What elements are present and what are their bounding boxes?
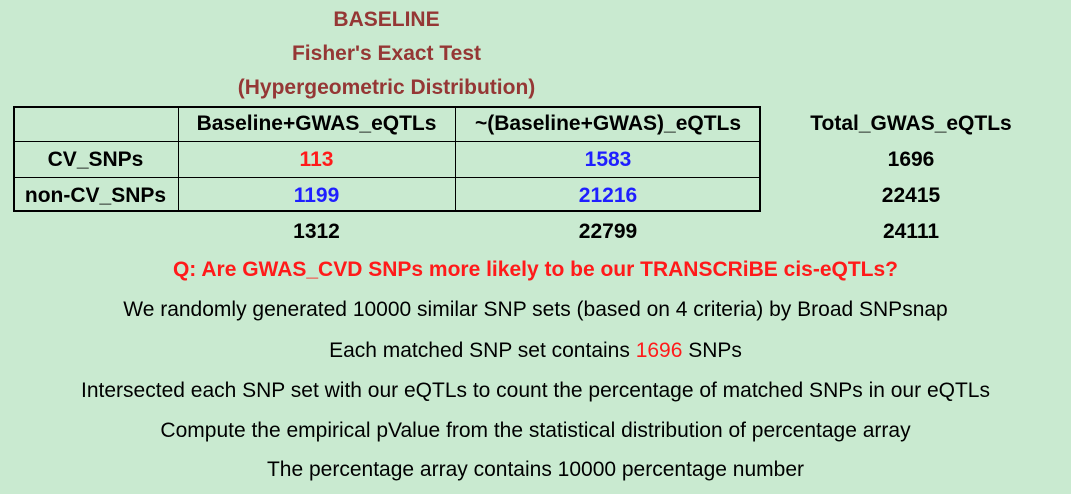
method-line-5: The percentage array contains 10000 perc… <box>266 458 805 481</box>
table-divider <box>13 177 761 178</box>
table-total-cell: 1312 <box>293 220 340 243</box>
method-line-2: Each matched SNP set contains 1696 SNPs <box>0 335 1071 367</box>
table-header-baseline-gwas: Baseline+GWAS_eQTLs <box>196 112 437 135</box>
method-line-2-suffix: SNPs <box>682 339 742 362</box>
table-divider <box>13 141 761 142</box>
table-cell: 22415 <box>881 184 941 207</box>
title-test-name: Fisher's Exact Test <box>291 42 482 65</box>
table-cell: 1199 <box>293 184 340 207</box>
method-line-3: Intersected each SNP set with our eQTLs … <box>81 379 990 402</box>
table-divider <box>455 106 456 212</box>
table-total-cell: 24111 <box>882 220 940 243</box>
table-cell: 113 <box>299 148 334 171</box>
title-distribution: (Hypergeometric Distribution) <box>237 76 536 99</box>
method-line-4: Compute the empirical pValue from the st… <box>160 419 911 442</box>
table-total-cell: 22799 <box>578 220 638 243</box>
method-line-2-prefix: Each matched SNP set contains <box>329 339 636 362</box>
row-label-cv-snps: CV_SNPs <box>47 148 144 171</box>
table-cell: 1583 <box>584 148 632 171</box>
table-divider <box>178 106 179 212</box>
title-baseline: BASELINE <box>333 8 440 31</box>
method-line-1: We randomly generated 10000 similar SNP … <box>123 298 948 321</box>
table-header-not-baseline-gwas: ~(Baseline+GWAS)_eQTLs <box>474 112 742 135</box>
table-header-total: Total_GWAS_eQTLs <box>810 112 1012 135</box>
research-question: Q: Are GWAS_CVD SNPs more likely to be o… <box>172 258 899 281</box>
table-cell: 21216 <box>578 184 638 207</box>
contingency-table-border <box>13 106 761 212</box>
table-cell: 1696 <box>887 148 935 171</box>
matched-set-size: 1696 <box>635 339 683 362</box>
row-label-non-cv-snps: non-CV_SNPs <box>24 184 167 207</box>
